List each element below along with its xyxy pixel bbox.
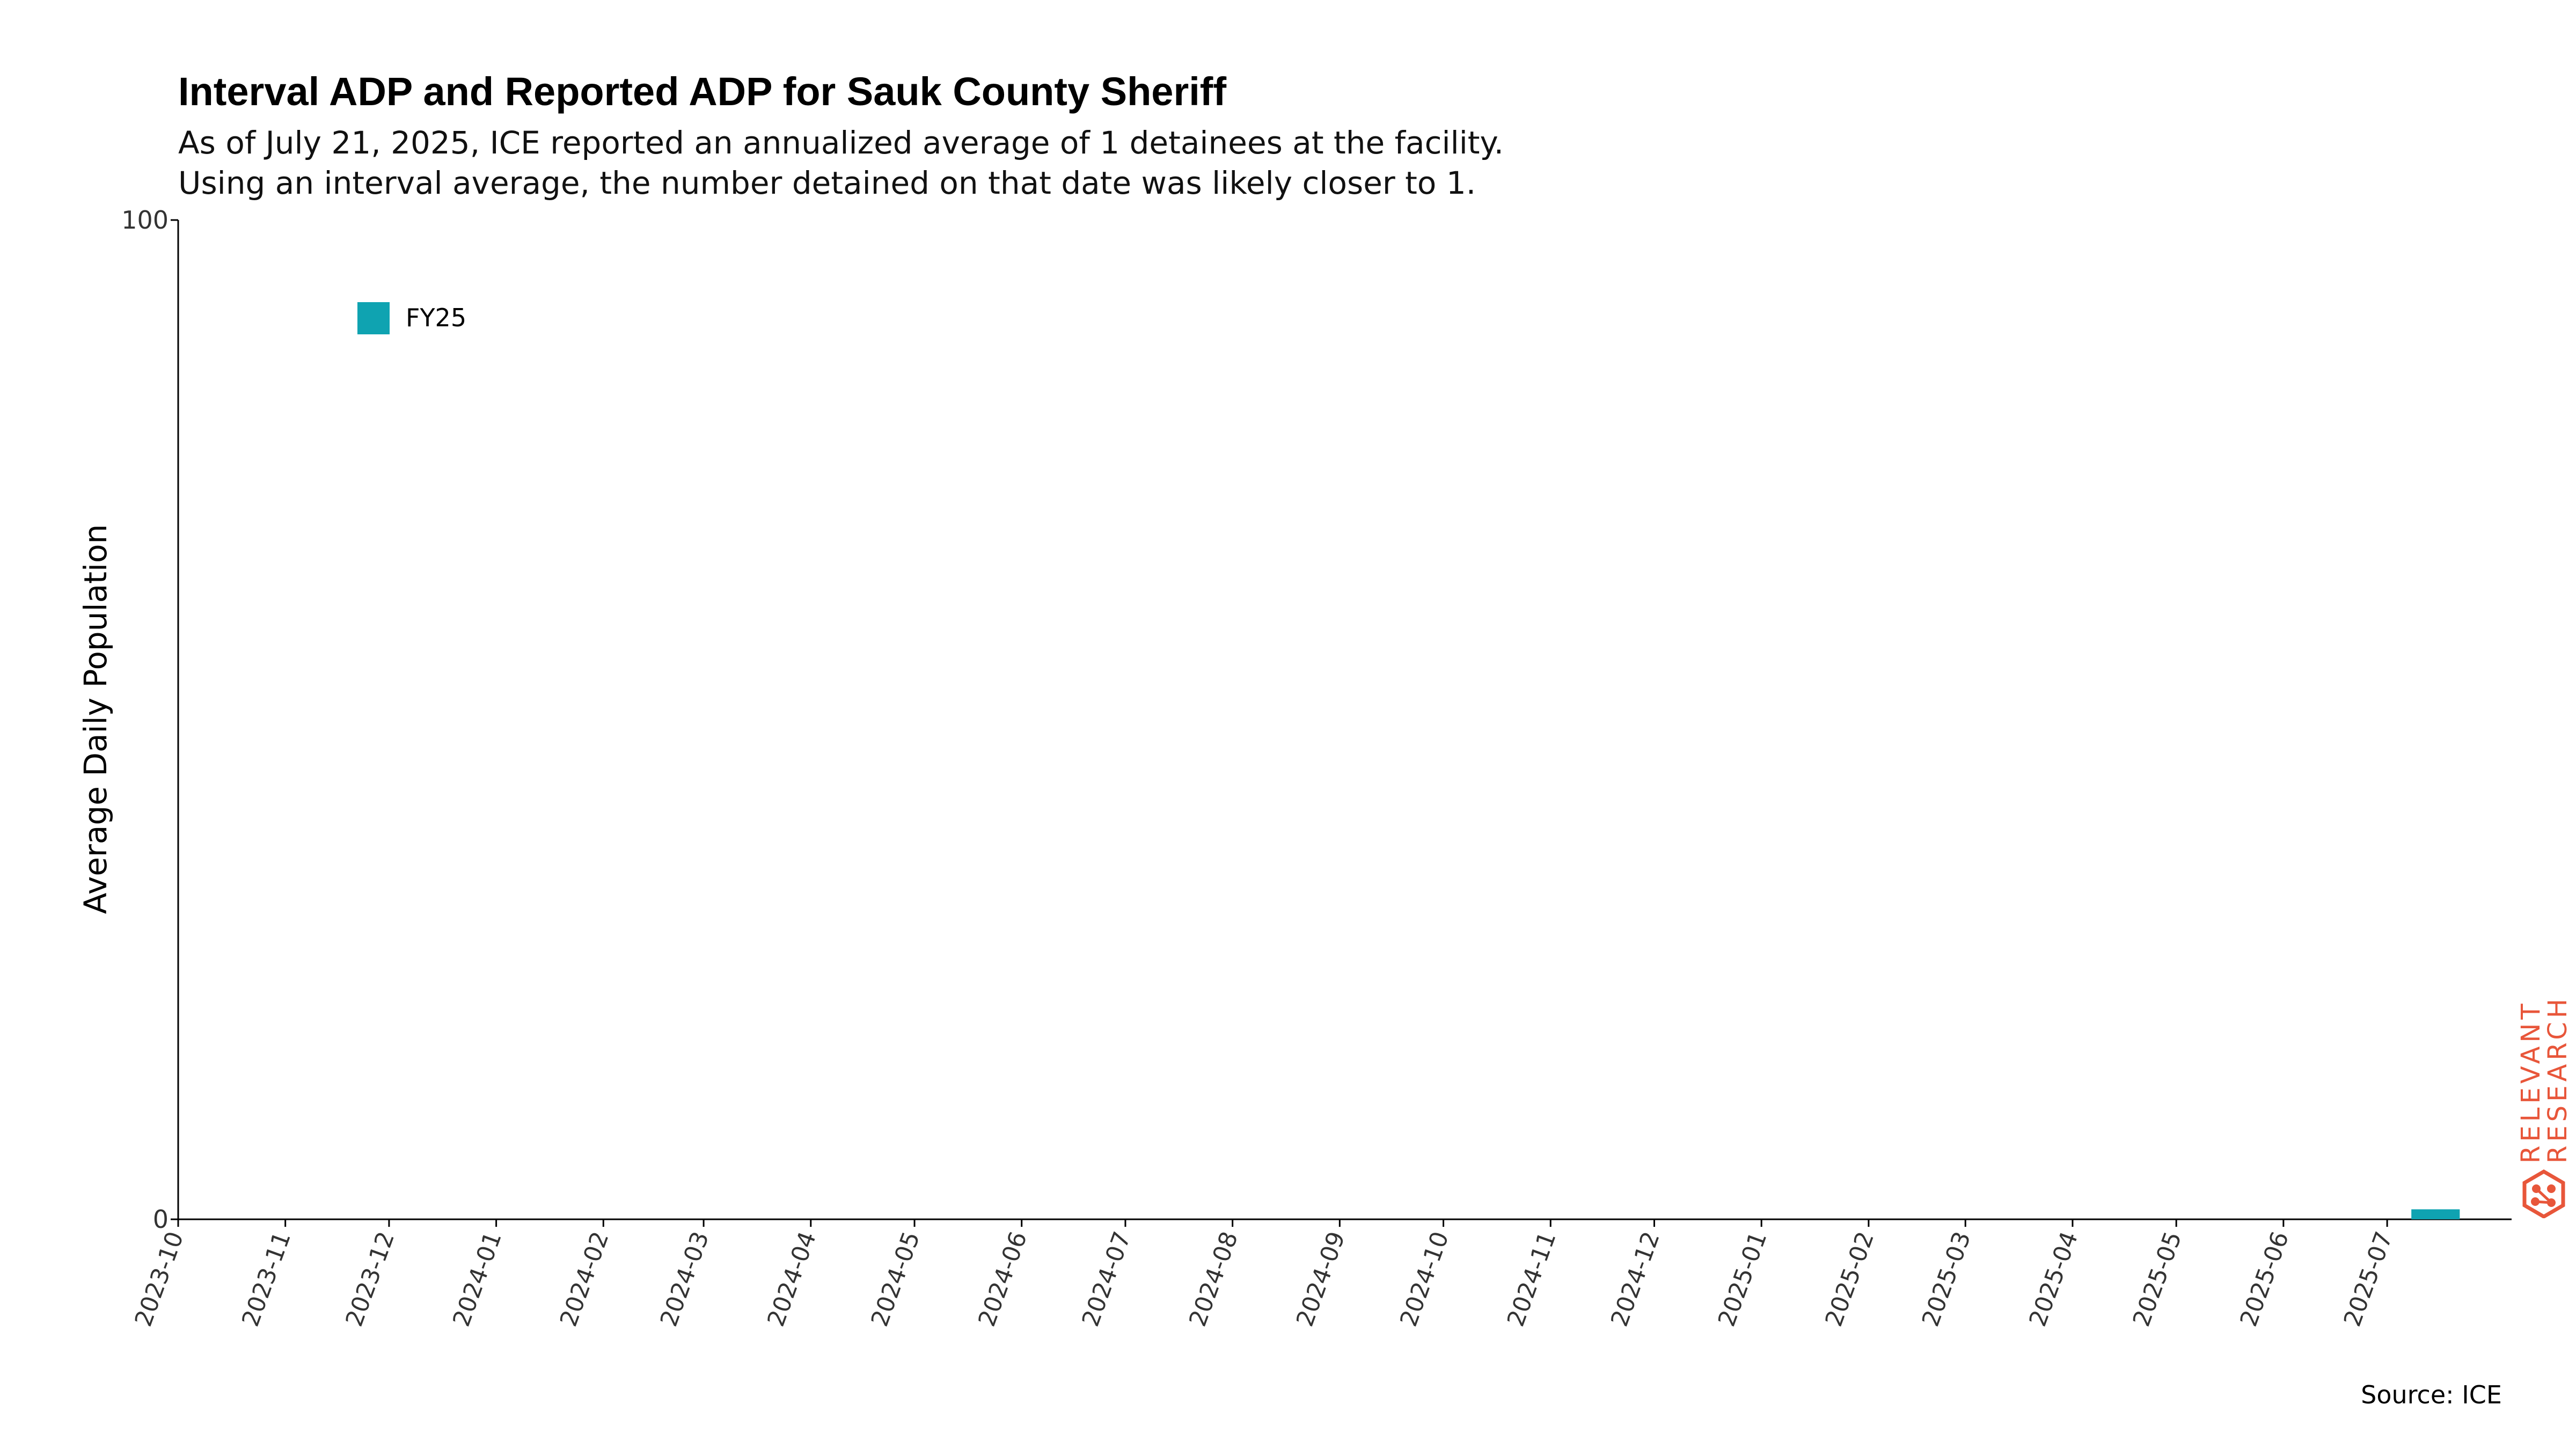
chart-subtitle-line-1: As of July 21, 2025, ICE reported an ann… [178,125,1504,161]
x-tick-label: 2024-01 [448,1228,507,1330]
x-tick-label: 2024-10 [1395,1228,1454,1330]
x-tick-label: 2024-05 [866,1228,926,1330]
x-tick-label: 2024-06 [973,1228,1033,1330]
brand-text-line-2: RESEARCH [2543,995,2573,1163]
chart-title: Interval ADP and Reported ADP for Sauk C… [178,69,1227,114]
y-axis: 0 100 [121,206,179,1234]
x-tick-label: 2025-03 [1917,1228,1977,1330]
x-tick-label: 2024-08 [1184,1228,1243,1330]
x-tick-label: 2025-06 [2235,1228,2294,1330]
bar [2411,1209,2460,1219]
y-axis-label: Average Daily Population [77,524,114,914]
source-note: Source: ICE [2361,1380,2502,1409]
x-tick-label: 2025-02 [1820,1228,1879,1330]
x-tick-label: 2025-04 [2024,1228,2083,1330]
y-tick-label: 100 [121,206,169,235]
x-tick-label: 2025-05 [2128,1228,2187,1330]
x-tick-label: 2024-09 [1291,1228,1351,1330]
x-tick-label: 2024-03 [655,1228,715,1330]
brand-text-line-1: RELEVANT [2517,1000,2546,1163]
x-tick-label: 2025-07 [2339,1228,2398,1330]
bars [2411,1209,2460,1219]
x-tick-label: 2023-10 [130,1228,189,1330]
x-tick-label: 2023-11 [237,1228,296,1330]
brand-logo: RELEVANT RESEARCH [2517,995,2573,1218]
chart-subtitle-line-2: Using an interval average, the number de… [178,165,1476,201]
legend: FY25 [357,302,466,334]
x-tick-label: 2024-02 [555,1228,614,1330]
x-tick-label: 2024-12 [1606,1228,1665,1330]
x-tick-label: 2023-12 [340,1228,400,1330]
y-tick-label: 0 [153,1205,169,1234]
x-tick-label: 2024-04 [762,1228,822,1330]
x-tick-label: 2025-01 [1713,1228,1773,1330]
x-axis: 2023-10 2023-11 2023-12 2024-01 2024-02 2024-… [130,1218,2512,1330]
legend-label: FY25 [406,303,466,332]
legend-swatch [357,302,390,334]
hexagon-network-icon [2522,1169,2565,1218]
x-tick-label: 2024-11 [1502,1228,1562,1330]
x-tick-label: 2024-07 [1077,1228,1136,1330]
